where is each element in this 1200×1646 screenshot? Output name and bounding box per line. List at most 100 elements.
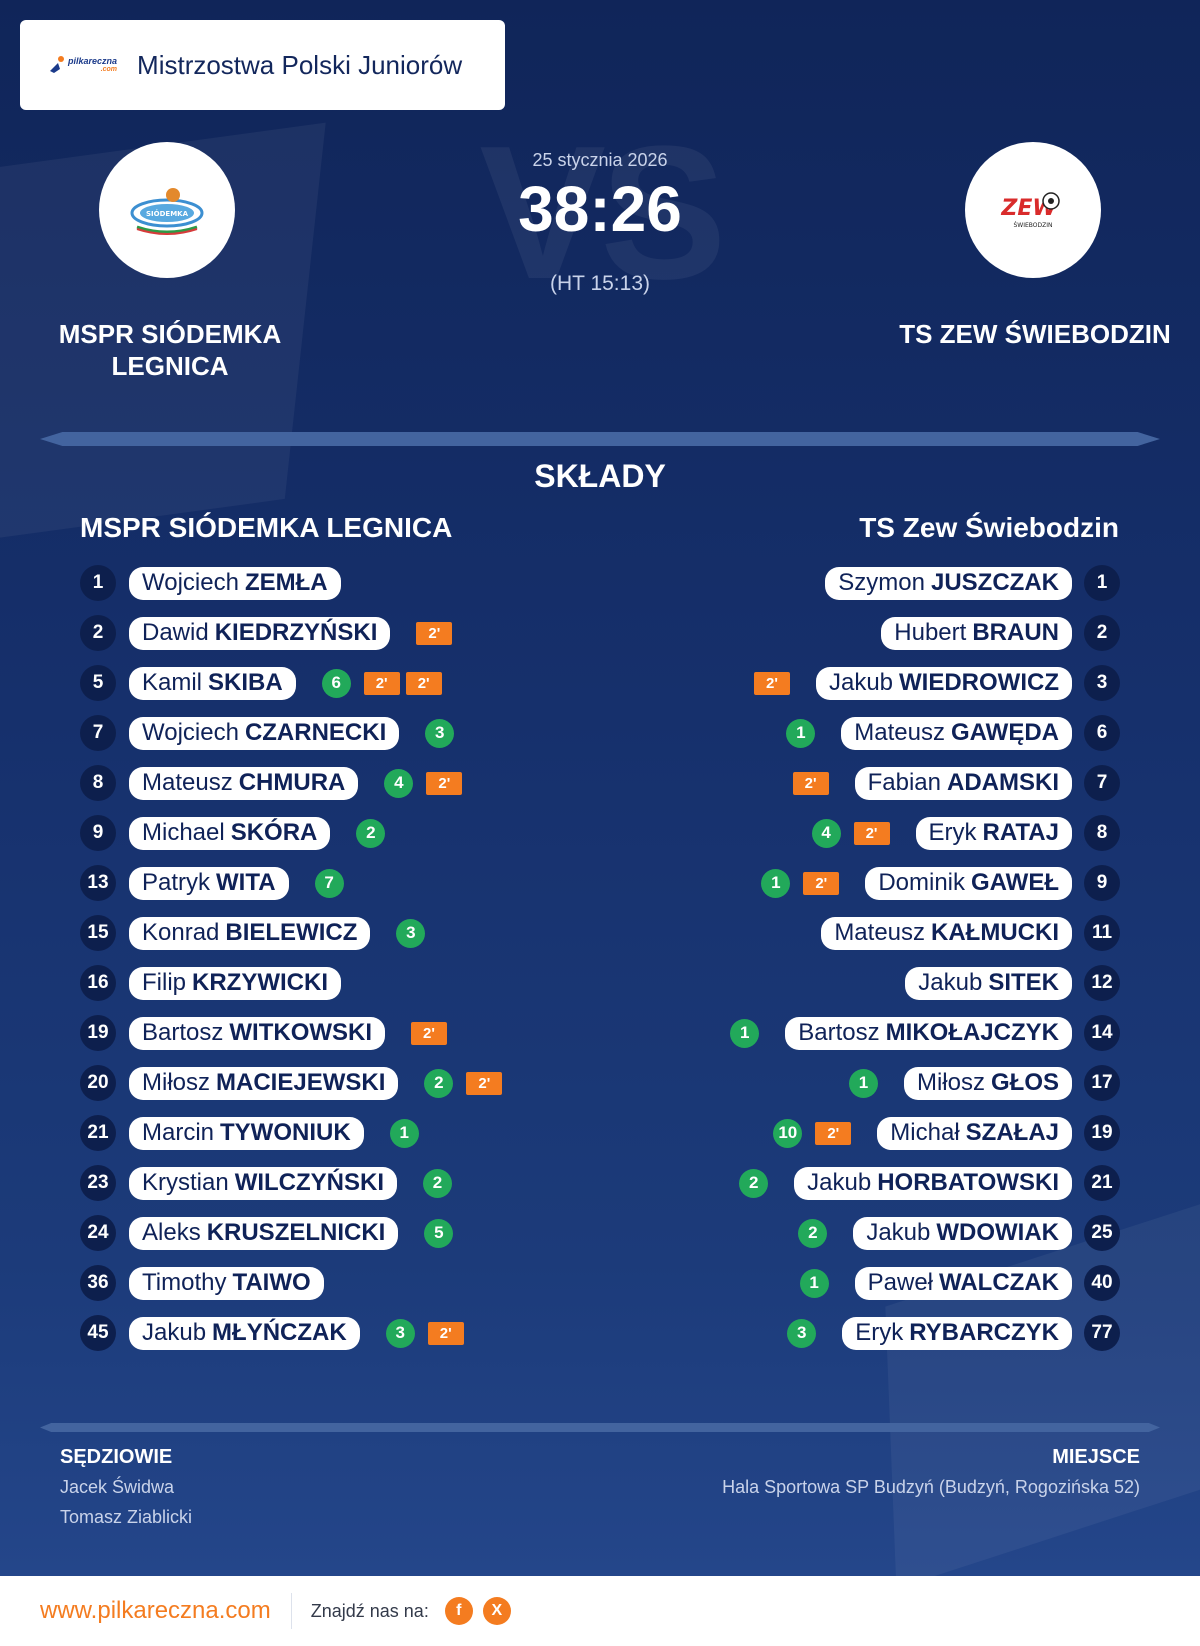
player-row: Jakub SITEK 12 — [640, 958, 1120, 1008]
suspension-badge: 2' — [792, 771, 829, 795]
svg-text:SIÓDEMKA: SIÓDEMKA — [146, 209, 189, 218]
player-number: 13 — [80, 865, 116, 901]
player-row: Szymon JUSZCZAK 1 — [640, 558, 1120, 608]
match-date: 25 stycznia 2026 — [532, 150, 668, 170]
player-name: Dominik GAWEŁ — [865, 866, 1072, 900]
competition-header: pilkareczna .com Mistrzostwa Polski Juni… — [20, 20, 505, 110]
player-number: 11 — [1084, 915, 1120, 951]
footer-bar: www.pilkareczna.com Znajdź nas na: f X — [0, 1576, 1200, 1646]
player-row: 1 Mateusz GAWĘDA 6 — [640, 708, 1120, 758]
site-link[interactable]: www.pilkareczna.com — [40, 1597, 271, 1624]
player-last-name: MŁYŃCZAK — [212, 1319, 347, 1346]
halftime-score: (HT 15:13) — [550, 272, 650, 295]
player-name: Wojciech ZEMŁA — [129, 566, 341, 600]
suspension-badge: 2' — [815, 1121, 852, 1145]
goals-badge: 1 — [389, 1118, 419, 1148]
goals-badge: 3 — [425, 718, 455, 748]
player-name: Michael SKÓRA — [129, 816, 331, 850]
away-team-name: TS ZEW ŚWIEBODZIN — [899, 319, 1171, 349]
player-stats: 2 — [356, 818, 386, 848]
player-name: Kamil SKIBA — [129, 666, 296, 700]
player-last-name: ADAMSKI — [947, 769, 1059, 796]
player-row: 24 Aleks KRUSZELNICKI 5 — [80, 1208, 550, 1258]
player-row: 1 Bartosz MIKOŁAJCZYK 14 — [640, 1008, 1120, 1058]
player-last-name: SITEK — [988, 969, 1059, 996]
goals-badge: 2 — [424, 1068, 454, 1098]
player-last-name: MIKOŁAJCZYK — [885, 1019, 1059, 1046]
player-row: Hubert BRAUN 2 — [640, 608, 1120, 658]
player-number: 9 — [80, 815, 116, 851]
player-row: Mateusz KAŁMUCKI 11 — [640, 908, 1120, 958]
goals-badge: 1 — [799, 1268, 829, 1298]
player-name: Eryk RYBARCZYK — [842, 1316, 1072, 1350]
player-row: 19 Bartosz WITKOWSKI 2' — [80, 1008, 550, 1058]
player-first-name: Eryk — [928, 819, 977, 846]
player-number: 6 — [1084, 715, 1120, 751]
player-number: 19 — [1084, 1115, 1120, 1151]
player-number: 7 — [1084, 765, 1120, 801]
ball-player-icon — [50, 56, 64, 73]
player-first-name: Michał — [890, 1119, 960, 1146]
player-row: 9 Michael SKÓRA 2 — [80, 808, 550, 858]
player-last-name: BRAUN — [972, 619, 1059, 646]
player-name: Jakub SITEK — [905, 966, 1072, 1000]
player-first-name: Kamil — [142, 669, 203, 696]
player-first-name: Jakub — [828, 669, 894, 696]
venue-text: Hala Sportowa SP Budzyń (Budzyń, Rogoziń… — [722, 1477, 1140, 1497]
facebook-icon[interactable]: f — [444, 1597, 473, 1625]
player-first-name: Jakub — [807, 1169, 872, 1196]
player-last-name: JUSZCZAK — [930, 569, 1059, 596]
player-first-name: Mateusz — [854, 719, 945, 746]
player-stats: 2' — [416, 621, 453, 645]
player-last-name: SZAŁAJ — [965, 1119, 1059, 1146]
player-row: 5 Kamil SKIBA 6 2' 2' — [80, 658, 550, 708]
player-name: Eryk RATAJ — [915, 816, 1072, 850]
player-row: 1 Paweł WALCZAK 40 — [640, 1258, 1120, 1308]
player-number: 9 — [1084, 865, 1120, 901]
player-name: Konrad BIELEWICZ — [129, 916, 371, 950]
separator — [290, 1593, 292, 1629]
player-row: 21 Marcin TYWONIUK 1 — [80, 1108, 550, 1158]
player-first-name: Bartosz — [798, 1019, 880, 1046]
player-name: Dawid KIEDRZYŃSKI — [129, 616, 391, 650]
match-graphic: VS pilkareczna .com Mistrzostwa Polski J… — [0, 0, 1200, 1576]
away-lineup-list: Szymon JUSZCZAK 1 Hubert BRAUN 2 2' Jakub WIEDRO… — [640, 558, 1120, 1358]
player-first-name: Jakub — [866, 1219, 931, 1246]
player-first-name: Marcin — [142, 1119, 215, 1146]
player-name: Mateusz GAWĘDA — [841, 716, 1072, 750]
suspension-badge: 2' — [803, 871, 840, 895]
player-last-name: MACIEJEWSKI — [216, 1069, 386, 1096]
referee-name: Tomasz Ziablicki — [60, 1507, 193, 1527]
player-stats: 1 — [730, 1018, 760, 1048]
x-icon[interactable]: X — [482, 1597, 511, 1625]
player-name: Bartosz WITKOWSKI — [129, 1016, 386, 1050]
goals-badge: 2 — [739, 1168, 769, 1198]
player-row: 2 Jakub HORBATOWSKI 21 — [640, 1158, 1120, 1208]
player-number: 24 — [80, 1215, 116, 1251]
player-name: Marcin TYWONIUK — [129, 1116, 364, 1150]
player-name: Mateusz CHMURA — [129, 766, 359, 800]
site-logo[interactable]: pilkareczna .com — [48, 55, 117, 75]
referee-name: Jacek Świdwa — [60, 1477, 175, 1497]
player-first-name: Eryk — [855, 1319, 904, 1346]
player-first-name: Patryk — [142, 869, 211, 896]
player-number: 77 — [1084, 1315, 1120, 1351]
goals-badge: 2 — [798, 1218, 828, 1248]
player-last-name: HORBATOWSKI — [877, 1169, 1059, 1196]
player-name: Jakub WIEDROWICZ — [815, 666, 1072, 700]
player-last-name: WITA — [216, 869, 276, 896]
player-row: 2' Fabian ADAMSKI 7 — [640, 758, 1120, 808]
player-last-name: KRZYWICKI — [192, 969, 328, 996]
player-first-name: Filip — [142, 969, 187, 996]
player-name: Jakub WDOWIAK — [853, 1216, 1072, 1250]
player-name: Miłosz GŁOS — [903, 1066, 1072, 1100]
player-first-name: Bartosz — [142, 1019, 224, 1046]
player-name: Krystian WILCZYŃSKI — [129, 1166, 398, 1200]
player-name: Patryk WITA — [129, 866, 289, 900]
player-name: Bartosz MIKOŁAJCZYK — [785, 1016, 1072, 1050]
away-team-logo: ZEW ŚWIEBODZIN — [965, 142, 1101, 278]
player-stats: 2' — [792, 771, 829, 795]
player-name: Timothy TAIWO — [129, 1266, 324, 1300]
player-stats: 5 — [424, 1218, 454, 1248]
goals-badge: 3 — [787, 1318, 817, 1348]
